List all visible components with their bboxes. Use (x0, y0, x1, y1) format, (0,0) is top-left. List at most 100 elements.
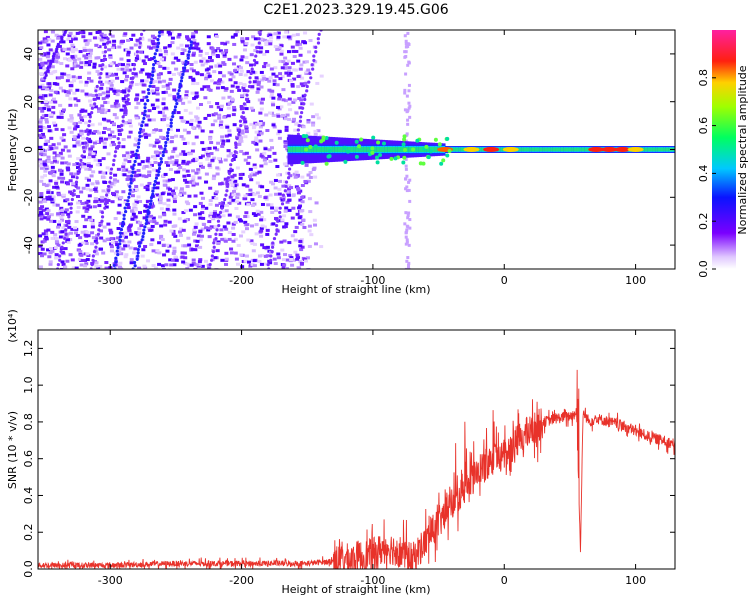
heatmap-cell (316, 116, 321, 120)
heatmap-cell (257, 259, 262, 263)
heatmap-cell (95, 180, 100, 184)
heatmap-cell (198, 238, 203, 242)
heatmap-cell (55, 82, 60, 86)
heatmap-cell (97, 204, 102, 208)
colorbar-tick-label: 0.0 (697, 260, 710, 278)
ridge-point (215, 228, 219, 232)
ridge-point (153, 52, 157, 56)
heatmap-cell (191, 261, 196, 265)
heatmap-cell (117, 247, 122, 251)
y-tick-label: 0.6 (22, 450, 35, 468)
heatmap-cell (102, 126, 107, 130)
ridge-point (67, 21, 70, 24)
heatmap-cell (125, 74, 130, 78)
heatmap-cell (69, 80, 74, 84)
heatmap-cell (134, 57, 139, 61)
band-cell (298, 147, 302, 152)
ridge-point (88, 115, 92, 119)
heatmap-cell (221, 142, 226, 146)
heatmap-cell (57, 223, 62, 227)
heatmap-cell (185, 44, 190, 48)
heatmap-cell (240, 55, 245, 59)
band-cell (563, 147, 567, 152)
heatmap-cell (187, 194, 192, 198)
band-cell (552, 147, 556, 152)
heatmap-cell (265, 189, 270, 193)
band-speck (426, 155, 431, 160)
heatmap-cell (408, 115, 412, 119)
heatmap-cell (167, 93, 172, 97)
heatmap-cell (141, 166, 146, 170)
band-cell (521, 147, 525, 152)
ridge-point (120, 224, 125, 228)
heatmap-cell (67, 34, 72, 38)
heatmap-cell (78, 31, 83, 35)
heatmap-cell (112, 113, 117, 117)
heatmap-cell (198, 49, 203, 53)
heatmap-cell (300, 222, 305, 226)
ridge-point (70, 197, 74, 202)
heatmap-cell (273, 186, 278, 190)
heatmap-cell (46, 105, 51, 109)
heatmap-cell (172, 263, 177, 267)
heatmap-cell (200, 196, 205, 200)
ridge-point (225, 180, 229, 184)
band-peak (502, 147, 519, 152)
ridge-point (238, 119, 243, 123)
ridge-point (218, 210, 223, 215)
heatmap-cell (123, 235, 128, 239)
heatmap-cell (287, 117, 292, 121)
ridge-point (121, 115, 125, 119)
heatmap-cell (150, 39, 155, 43)
heatmap-cell (218, 123, 223, 127)
heatmap-cell (188, 152, 193, 156)
band-speck (437, 142, 442, 147)
heatmap-cell (116, 236, 121, 240)
heatmap-cell (173, 194, 178, 198)
heatmap-cell (113, 92, 118, 96)
heatmap-cell (268, 39, 273, 43)
heatmap-cell (148, 46, 153, 50)
heatmap-cell (287, 66, 292, 70)
heatmap-cell (140, 79, 145, 83)
band-speck (389, 156, 394, 161)
heatmap-cell (266, 63, 271, 67)
heatmap-cell (244, 41, 249, 45)
ridge-point (164, 140, 168, 145)
heatmap-cell (193, 213, 198, 217)
band-cell (550, 147, 554, 152)
heatmap-cell (173, 186, 178, 190)
heatmap-cell (227, 169, 232, 173)
heatmap-cell (155, 181, 160, 185)
heatmap-cell (49, 213, 54, 217)
heatmap-cell (197, 126, 202, 130)
heatmap-cell (267, 111, 272, 115)
heatmap-cell (146, 133, 151, 137)
ridge-point (138, 45, 142, 49)
band-cell (358, 147, 362, 152)
heatmap-cell (298, 204, 303, 208)
heatmap-cell (306, 68, 311, 72)
heatmap-cell (165, 207, 170, 211)
heatmap-cell (126, 59, 131, 63)
heatmap-cell (182, 128, 187, 132)
heatmap-cell (55, 51, 60, 55)
ridge-point (100, 219, 104, 223)
heatmap-cell (273, 178, 278, 182)
heatmap-cell (292, 77, 297, 81)
heatmap-cell (255, 171, 260, 175)
x-tick-label: -300 (98, 574, 123, 587)
heatmap-cell (41, 198, 46, 202)
heatmap-cell (242, 88, 247, 92)
heatmap-cell (190, 247, 195, 251)
heatmap-cell (255, 181, 260, 185)
heatmap-cell (291, 206, 296, 210)
heatmap-cell (264, 40, 269, 44)
band-cell (571, 147, 575, 152)
band-cell (434, 147, 438, 152)
colorbar-axis: 0.00.20.40.60.8 (697, 69, 716, 278)
ridge-point (74, 184, 78, 189)
heatmap-cell (185, 266, 190, 269)
heatmap-cell (38, 244, 43, 248)
heatmap-cell (291, 119, 296, 123)
